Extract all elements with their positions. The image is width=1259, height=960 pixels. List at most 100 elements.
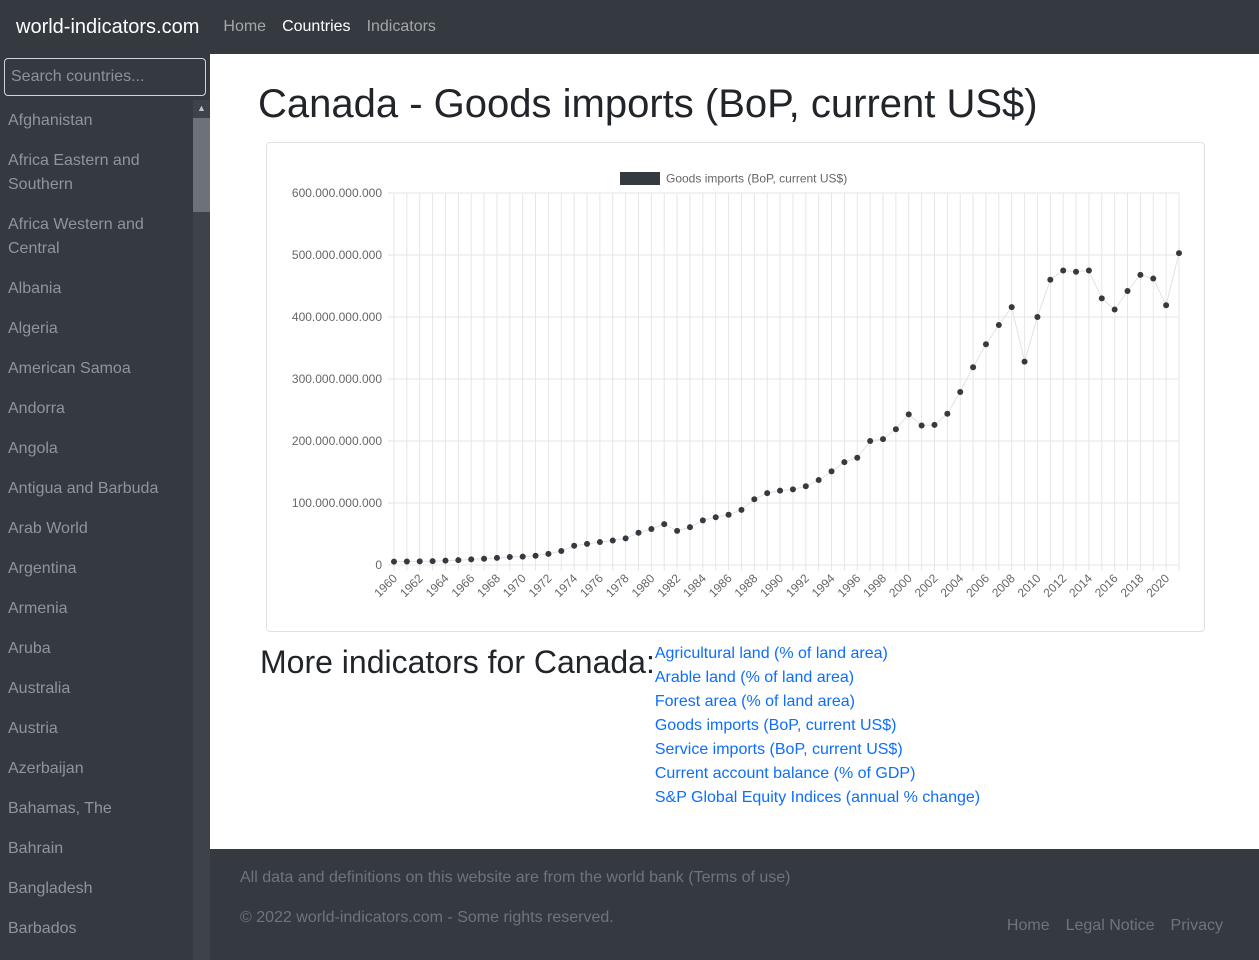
country-link[interactable]: Africa Western and Central	[8, 216, 144, 257]
data-point[interactable]	[738, 506, 745, 513]
data-point[interactable]	[455, 557, 462, 564]
footer-link-home[interactable]: Home	[1006, 917, 1050, 934]
data-point[interactable]	[1163, 302, 1170, 309]
country-link[interactable]: Armenia	[8, 600, 68, 617]
data-point[interactable]	[1111, 306, 1118, 313]
data-point[interactable]	[918, 422, 925, 429]
data-point[interactable]	[854, 454, 861, 461]
indicator-link[interactable]: S&P Global Equity Indices (annual % chan…	[654, 789, 981, 806]
data-point[interactable]	[931, 421, 938, 428]
data-point[interactable]	[686, 524, 693, 531]
indicator-link[interactable]: Agricultural land (% of land area)	[654, 645, 888, 662]
data-point[interactable]	[982, 341, 989, 348]
data-point[interactable]	[661, 521, 668, 528]
data-point[interactable]	[1047, 276, 1054, 283]
data-point[interactable]	[789, 486, 796, 493]
country-link[interactable]: Albania	[8, 280, 62, 297]
data-point[interactable]	[648, 526, 655, 533]
footer-link-privacy[interactable]: Privacy	[1170, 917, 1223, 934]
country-link[interactable]: Algeria	[8, 320, 58, 337]
data-point[interactable]	[493, 554, 500, 561]
data-point[interactable]	[558, 548, 565, 555]
scroll-up-arrow-icon[interactable]: ▲	[197, 103, 206, 113]
scrollbar-thumb[interactable]	[193, 118, 210, 212]
data-point[interactable]	[944, 410, 951, 417]
country-link[interactable]: Bahamas, The	[8, 800, 112, 817]
sidebar-scrollbar[interactable]: ▲	[193, 100, 210, 960]
data-point[interactable]	[970, 364, 977, 371]
data-point[interactable]	[841, 459, 848, 466]
country-link[interactable]: Aruba	[8, 640, 51, 657]
data-point[interactable]	[828, 468, 835, 475]
country-link[interactable]: Austria	[8, 720, 58, 737]
data-point[interactable]	[545, 550, 552, 557]
country-link[interactable]: Angola	[8, 440, 58, 457]
data-point[interactable]	[1150, 275, 1157, 282]
data-point[interactable]	[1137, 271, 1144, 278]
search-countries-input[interactable]	[4, 58, 206, 96]
data-point[interactable]	[1124, 287, 1131, 294]
data-point[interactable]	[635, 529, 642, 536]
data-point[interactable]	[584, 540, 591, 547]
indicator-link[interactable]: Arable land (% of land area)	[654, 669, 855, 686]
data-point[interactable]	[802, 483, 809, 490]
indicator-link[interactable]: Service imports (BoP, current US$)	[654, 741, 903, 758]
data-point[interactable]	[1008, 304, 1015, 311]
country-link[interactable]: Bangladesh	[8, 880, 93, 897]
country-link[interactable]: Azerbaijan	[8, 760, 84, 777]
data-point[interactable]	[1073, 268, 1080, 275]
data-point[interactable]	[777, 487, 784, 494]
data-point[interactable]	[429, 558, 436, 565]
data-point[interactable]	[1176, 250, 1182, 257]
country-link[interactable]: Bahrain	[8, 840, 64, 857]
data-point[interactable]	[506, 553, 513, 560]
data-point[interactable]	[1034, 314, 1041, 320]
country-link[interactable]: Australia	[8, 680, 71, 697]
nav-link-indicators[interactable]: Indicators	[366, 18, 436, 35]
data-point[interactable]	[1021, 358, 1028, 365]
data-point[interactable]	[1098, 295, 1105, 302]
nav-link-home[interactable]: Home	[223, 18, 267, 35]
data-point[interactable]	[416, 558, 423, 565]
data-point[interactable]	[481, 555, 488, 562]
country-link[interactable]: Afghanistan	[8, 112, 93, 129]
data-point[interactable]	[725, 511, 732, 518]
data-point[interactable]	[892, 426, 899, 433]
data-point[interactable]	[571, 542, 578, 549]
data-point[interactable]	[442, 557, 449, 564]
country-link[interactable]: Antigua and Barbuda	[8, 480, 159, 497]
country-link[interactable]: Barbados	[8, 920, 77, 937]
indicator-link[interactable]: Goods imports (BoP, current US$)	[654, 717, 897, 734]
data-point[interactable]	[699, 517, 706, 524]
data-point[interactable]	[622, 535, 629, 542]
data-point[interactable]	[880, 436, 887, 443]
data-point[interactable]	[596, 539, 603, 546]
country-link[interactable]: Arab World	[8, 520, 88, 537]
footer-link-legal-notice[interactable]: Legal Notice	[1065, 917, 1155, 934]
data-point[interactable]	[532, 552, 539, 559]
data-point[interactable]	[995, 322, 1002, 329]
data-point[interactable]	[751, 496, 758, 503]
indicator-link[interactable]: Current account balance (% of GDP)	[654, 765, 916, 782]
data-point[interactable]	[1085, 267, 1092, 274]
data-point[interactable]	[674, 527, 681, 534]
data-point[interactable]	[391, 558, 397, 565]
country-link[interactable]: Andorra	[8, 400, 65, 417]
data-point[interactable]	[764, 490, 771, 497]
nav-link-countries[interactable]: Countries	[282, 18, 351, 35]
data-point[interactable]	[712, 514, 719, 521]
brand-link[interactable]: world-indicators.com	[16, 15, 200, 38]
data-point[interactable]	[867, 438, 874, 444]
country-link[interactable]: Africa Eastern and Southern	[8, 152, 140, 193]
data-point[interactable]	[519, 553, 526, 560]
country-link[interactable]: Argentina	[8, 560, 77, 577]
data-point[interactable]	[403, 558, 410, 565]
data-point[interactable]	[1060, 267, 1067, 274]
data-point[interactable]	[957, 389, 964, 396]
indicator-link[interactable]: Forest area (% of land area)	[654, 693, 855, 710]
data-point[interactable]	[905, 411, 912, 418]
data-point[interactable]	[609, 537, 616, 544]
data-point[interactable]	[815, 477, 822, 484]
data-point[interactable]	[468, 556, 475, 563]
country-link[interactable]: American Samoa	[8, 360, 131, 377]
